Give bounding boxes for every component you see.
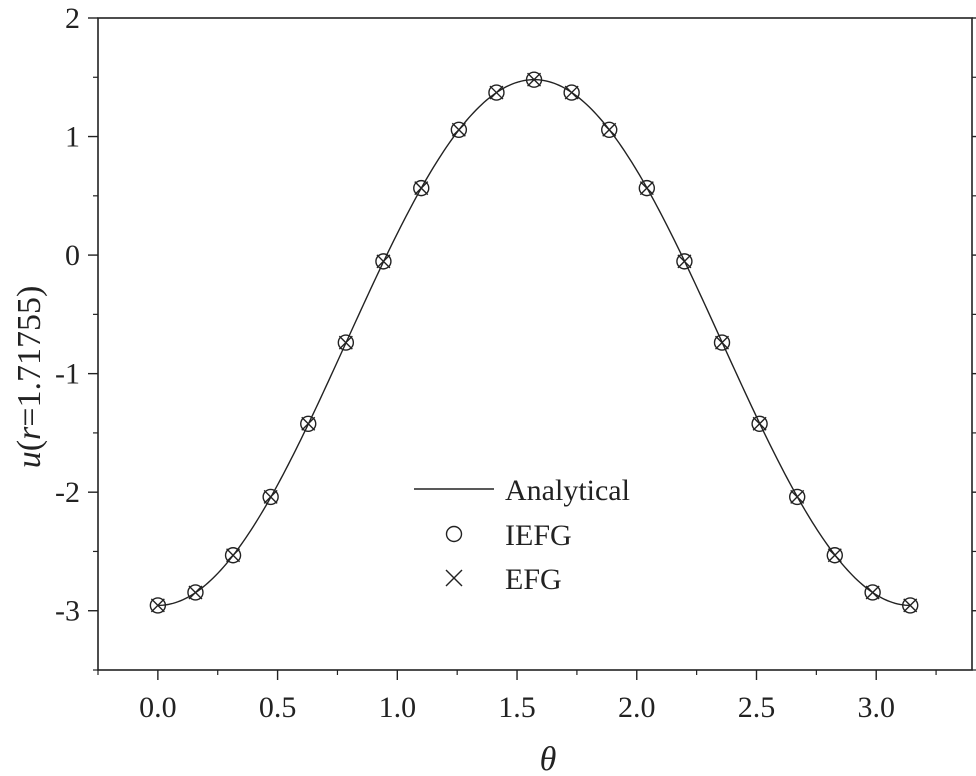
efg-point-stroke — [677, 254, 692, 269]
y-axis-ticks: 2 1 0 -1 -2 -3 — [55, 2, 976, 671]
efg-point — [489, 85, 504, 100]
iefg-point — [902, 597, 919, 614]
efg-point — [527, 72, 542, 87]
x-axis-title: θ — [540, 741, 557, 776]
x-tick-label: 1.0 — [379, 691, 417, 724]
iefg-point — [300, 415, 317, 432]
efg-point-stroke — [527, 72, 542, 87]
efg-point-stroke — [602, 122, 617, 137]
efg-point — [639, 181, 654, 196]
efg-point — [376, 254, 391, 269]
x-tick-label: 3.0 — [857, 691, 895, 724]
iefg-point — [450, 121, 468, 138]
y-tick-label: -3 — [55, 595, 80, 628]
iefg-point — [713, 334, 731, 351]
efg-point — [865, 585, 880, 600]
efg-point — [790, 489, 805, 504]
x-axis-ticks: 0.0 0.5 1.0 1.5 2.0 2.5 3.0 — [97, 670, 937, 724]
efg-point-stroke — [263, 489, 278, 504]
efg-point-stroke — [639, 181, 654, 196]
efg-point-stroke — [827, 548, 842, 563]
efg-point-stroke — [338, 335, 353, 350]
x-tick-label: 2.0 — [618, 691, 656, 724]
legend-cross-swatch — [445, 569, 463, 587]
legend-label-iefg: IEFG — [505, 519, 572, 552]
efg-point-stroke — [489, 85, 504, 100]
plot-border — [97, 17, 973, 671]
efg-point-stroke — [451, 122, 466, 137]
iefg-point — [413, 179, 430, 197]
efg-point-stroke — [790, 489, 805, 504]
efg-point — [677, 254, 692, 269]
efg-series — [150, 72, 918, 613]
efg-point — [564, 85, 579, 100]
iefg-point — [187, 584, 204, 601]
x-tick-label: 0.0 — [139, 691, 177, 724]
efg-point — [338, 335, 353, 350]
x-tick-label: 0.5 — [259, 691, 297, 724]
efg-point-stroke — [376, 254, 391, 269]
efg-point-stroke — [865, 585, 880, 600]
plot-frame — [97, 17, 973, 671]
y-tick-label: 2 — [65, 2, 80, 35]
iefg-point — [826, 547, 843, 564]
legend-label-efg: EFG — [505, 563, 562, 596]
efg-point-stroke — [903, 598, 918, 613]
efg-point-stroke — [715, 335, 730, 350]
x-tick-label: 2.5 — [738, 691, 776, 724]
y-tick-label: 0 — [65, 239, 80, 272]
iefg-point — [563, 84, 580, 101]
y-axis-title-rest: =1.71755) — [11, 286, 48, 427]
y-tick-label: 1 — [65, 121, 80, 154]
iefg-point — [375, 253, 392, 270]
iefg-point — [864, 584, 881, 601]
y-tick-label: -1 — [55, 358, 80, 391]
x-tick-label: 1.5 — [498, 691, 536, 724]
iefg-point — [751, 415, 768, 432]
efg-point — [188, 585, 203, 600]
legend-circle-swatch — [445, 525, 463, 543]
efg-point — [414, 181, 429, 196]
efg-point — [752, 416, 767, 431]
iefg-point — [601, 121, 618, 138]
efg-point-stroke — [564, 85, 579, 100]
efg-point — [263, 489, 278, 504]
efg-point-stroke — [188, 585, 203, 600]
iefg-point — [337, 334, 355, 351]
efg-point — [301, 416, 316, 431]
y-axis-title-open: ( — [11, 440, 48, 451]
efg-point — [715, 335, 730, 350]
y-axis-title: u(r=1.71755) — [11, 286, 48, 469]
efg-point-stroke — [226, 548, 241, 563]
iefg-point — [224, 547, 242, 564]
iefg-point — [262, 488, 279, 506]
iefg-point — [525, 71, 543, 88]
iefg-point — [676, 253, 693, 270]
efg-point-stroke — [414, 181, 429, 196]
efg-point — [827, 548, 842, 563]
efg-point — [903, 598, 918, 613]
efg-point — [150, 598, 165, 613]
y-tick-label: -2 — [55, 476, 80, 509]
iefg-point — [488, 84, 505, 101]
y-axis-title-var: r — [11, 426, 48, 440]
legend: Analytical IEFG EFG — [414, 474, 630, 596]
efg-point — [602, 122, 617, 137]
iefg-series — [149, 71, 919, 614]
efg-point-stroke — [150, 598, 165, 613]
legend-label-analytical: Analytical — [505, 474, 630, 507]
y-axis-title-prefix: u — [11, 451, 48, 468]
efg-point — [451, 122, 466, 137]
efg-point — [226, 548, 241, 563]
efg-point-stroke — [301, 416, 316, 431]
efg-point-stroke — [752, 416, 767, 431]
iefg-point — [149, 597, 167, 614]
iefg-point — [789, 488, 806, 506]
iefg-point — [638, 179, 656, 197]
